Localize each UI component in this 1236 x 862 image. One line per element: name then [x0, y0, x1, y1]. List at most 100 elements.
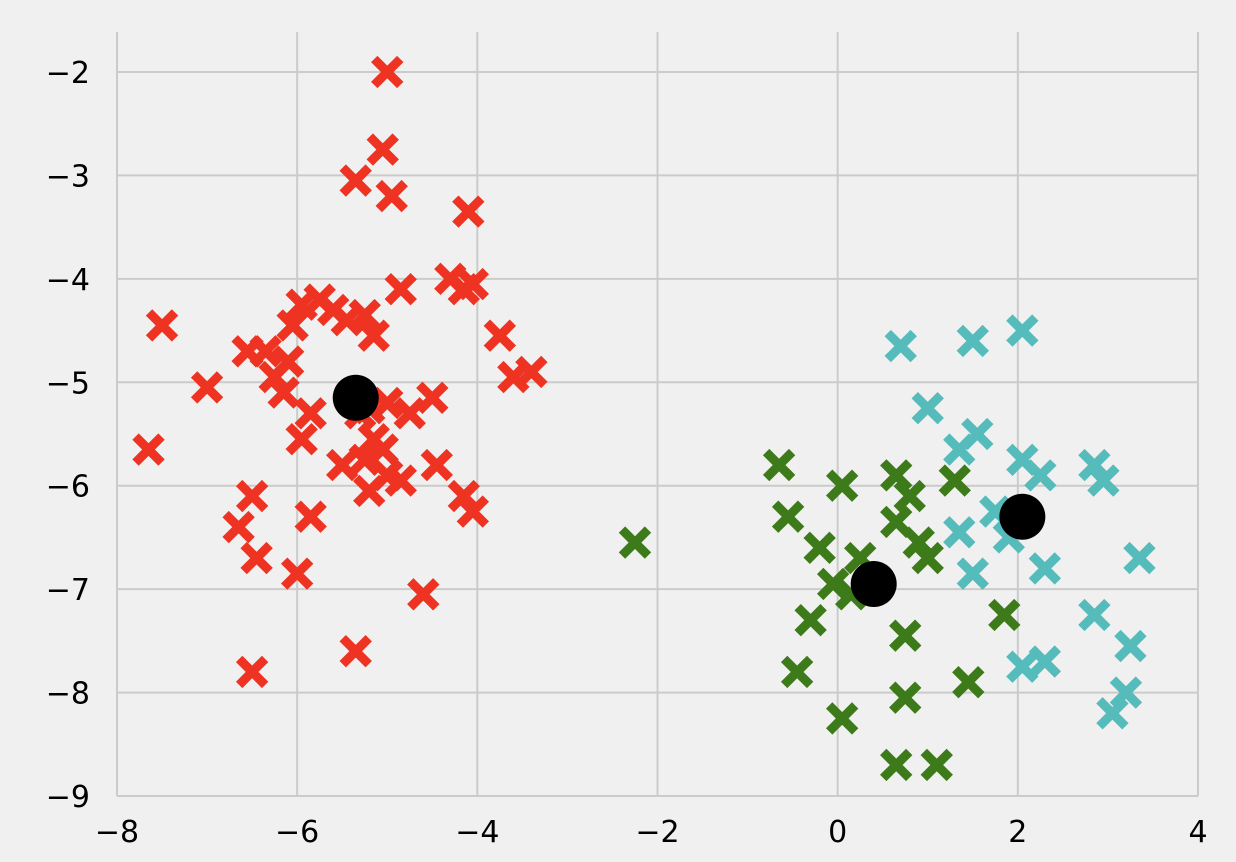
x-marker-stroke: [762, 448, 796, 482]
x-marker-stroke: [416, 381, 449, 414]
x-marker-stroke: [1114, 629, 1147, 663]
x-marker: [235, 479, 269, 513]
y-tick-label: −6: [46, 470, 90, 505]
x-marker-stroke: [240, 541, 273, 575]
x-marker-stroke: [366, 433, 399, 466]
x-marker-stroke: [371, 386, 404, 420]
x-marker-stroke: [375, 179, 408, 213]
x-marker-stroke: [145, 309, 179, 342]
x-marker-stroke: [943, 516, 976, 549]
x-marker-stroke: [1096, 697, 1129, 730]
x-marker: [357, 319, 390, 352]
x-marker: [384, 273, 417, 306]
x-tick-label: −2: [635, 815, 679, 850]
x-marker-stroke: [952, 666, 985, 699]
x-marker: [280, 557, 314, 590]
x-marker: [1123, 541, 1156, 575]
x-marker: [893, 479, 926, 513]
x-marker: [911, 391, 944, 425]
x-marker-stroke: [357, 319, 390, 352]
x-tick-label: 0: [828, 815, 847, 850]
x-marker: [1087, 464, 1120, 497]
x-marker-stroke: [384, 273, 417, 306]
x-marker-stroke: [190, 371, 224, 404]
x-marker: [1024, 459, 1057, 492]
x-marker-stroke: [1028, 645, 1062, 678]
x-marker: [353, 474, 386, 508]
x-marker: [1028, 552, 1062, 585]
x-marker-stroke: [339, 164, 372, 197]
x-marker: [456, 495, 490, 528]
x-marker: [1096, 697, 1129, 730]
x-marker: [366, 433, 399, 466]
x-marker-stroke: [339, 635, 372, 668]
x-marker: [240, 541, 273, 575]
x-marker-stroke: [794, 603, 827, 637]
x-marker: [515, 355, 548, 389]
y-tick-label: −9: [46, 780, 90, 815]
x-marker: [943, 516, 976, 549]
x-marker-stroke: [1024, 459, 1057, 492]
x-marker-stroke: [1078, 598, 1111, 632]
x-marker-stroke: [483, 319, 517, 352]
x-marker-stroke: [889, 681, 922, 714]
x-marker-stroke: [911, 391, 944, 425]
x-marker: [483, 319, 517, 352]
x-marker-stroke: [902, 526, 935, 559]
x-marker-stroke: [988, 598, 1021, 632]
x-marker: [132, 433, 165, 466]
x-marker-stroke: [294, 500, 327, 533]
x-marker: [884, 329, 917, 363]
x-marker: [371, 55, 404, 89]
x-tick-label: −4: [455, 815, 499, 850]
x-marker-stroke: [943, 433, 976, 466]
x-marker: [825, 469, 859, 502]
x-tick-label: 2: [1008, 815, 1027, 850]
x-marker: [938, 464, 971, 497]
x-marker-stroke: [938, 464, 971, 497]
x-marker: [816, 567, 850, 601]
x-marker-stroke: [825, 469, 859, 502]
x-marker-stroke: [956, 557, 989, 590]
x-marker-stroke: [880, 748, 913, 782]
x-marker: [348, 443, 381, 477]
y-tick-label: −7: [46, 573, 90, 608]
x-marker: [771, 500, 805, 533]
x-marker: [348, 298, 381, 332]
x-marker-stroke: [1006, 314, 1039, 347]
x-marker-stroke: [407, 578, 440, 611]
x-marker: [447, 479, 481, 513]
x-marker: [407, 578, 440, 611]
x-marker: [1109, 676, 1143, 709]
data-points: [132, 55, 1156, 782]
x-marker-stroke: [1109, 676, 1143, 709]
x-marker-stroke: [285, 422, 318, 456]
x-marker-stroke: [348, 298, 381, 332]
centroid-marker: [332, 374, 379, 421]
x-marker: [1078, 598, 1111, 632]
tick-labels: −8 −6 −4 −2 0 2 4−2−3−4−5−6−7−8−9: [46, 56, 1208, 850]
x-marker-stroke: [420, 448, 453, 482]
x-marker: [375, 179, 408, 213]
x-marker-stroke: [816, 567, 850, 601]
x-marker-stroke: [235, 655, 269, 689]
x-marker-stroke: [803, 531, 836, 564]
x-marker: [803, 531, 836, 564]
x-marker-stroke: [384, 464, 417, 497]
x-marker: [1006, 314, 1039, 347]
x-marker: [618, 526, 652, 559]
x-marker: [956, 324, 989, 358]
y-tick-label: −2: [46, 56, 90, 91]
x-marker-stroke: [280, 557, 314, 590]
x-marker-stroke: [294, 397, 327, 430]
x-marker-stroke: [1028, 552, 1062, 585]
x-marker: [416, 381, 449, 414]
x-marker-stroke: [780, 655, 814, 689]
x-marker: [294, 500, 327, 533]
x-marker-stroke: [884, 329, 917, 363]
x-marker: [384, 464, 417, 497]
centroid-marker: [999, 493, 1046, 540]
x-tick-label: −8: [95, 815, 139, 850]
x-marker: [1114, 629, 1147, 663]
